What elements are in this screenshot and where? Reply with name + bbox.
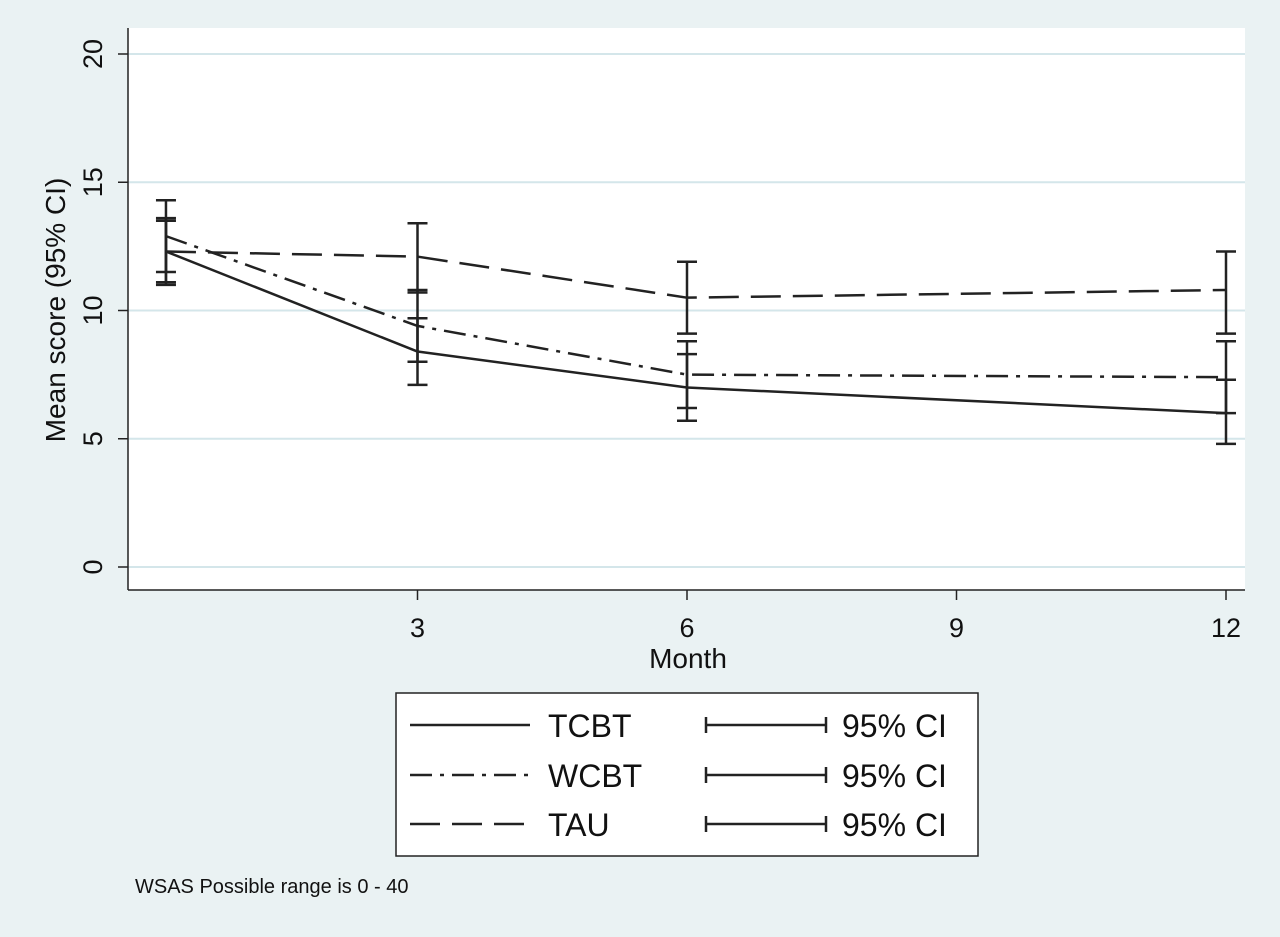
legend-ci-label: 95% CI <box>842 758 947 794</box>
y-tick-label: 10 <box>78 295 108 325</box>
y-tick-label: 20 <box>78 39 108 69</box>
series-lines <box>165 234 1227 415</box>
axis-ticks: 0 5 10 15 20 3 6 9 12 <box>78 39 1241 643</box>
series-line-wcbt <box>165 234 1227 379</box>
x-axis-title: Month <box>649 643 727 674</box>
legend-label-wcbt: WCBT <box>548 758 642 794</box>
legend-ci-label: 95% CI <box>842 708 947 744</box>
y-tick-label: 15 <box>78 167 108 197</box>
x-tick-label: 3 <box>410 613 425 643</box>
y-tick-label: 0 <box>78 559 108 574</box>
legend: TCBT 95% CI WCBT 95% CI TAU 95% CI <box>395 692 979 857</box>
legend-box <box>395 692 979 857</box>
ci-error-bars <box>155 198 1236 446</box>
legend-label-tau: TAU <box>548 807 610 843</box>
x-tick-label: 9 <box>949 613 964 643</box>
chart-note: WSAS Possible range is 0 - 40 <box>135 876 408 898</box>
x-tick-label: 6 <box>679 613 694 643</box>
series-line-tau <box>165 250 1227 299</box>
legend-ci-label: 95% CI <box>842 807 947 843</box>
y-axis-title: Mean score (95% CI) <box>40 178 71 443</box>
series-line-tcbt <box>165 250 1227 415</box>
x-tick-label: 12 <box>1211 613 1241 643</box>
y-tick-label: 5 <box>78 431 108 446</box>
legend-label-tcbt: TCBT <box>548 708 632 744</box>
